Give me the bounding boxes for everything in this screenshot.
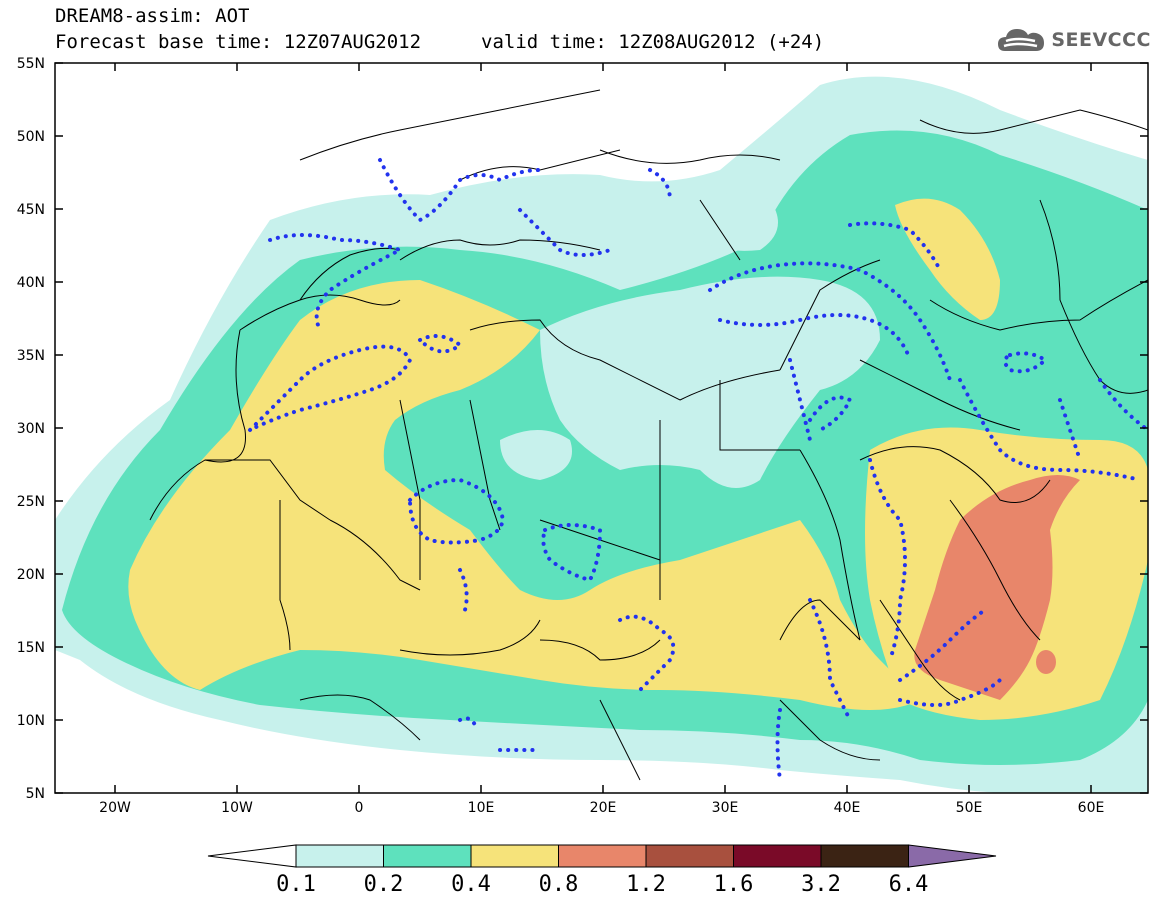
logo-text: SEEVCCC <box>1051 29 1151 51</box>
colorbar-label: 0.2 <box>364 872 404 897</box>
colorbar-label: 0.8 <box>539 872 579 897</box>
lon-label: 10E <box>468 800 495 816</box>
colorbar: 0.1 0.2 0.4 0.8 1.2 1.6 3.2 6.4 <box>207 844 997 897</box>
colorbar-label: 6.4 <box>889 872 929 897</box>
lat-label: 10N <box>17 713 45 729</box>
lat-label: 20N <box>17 567 45 583</box>
aot-band-0.8-spot <box>1036 650 1056 674</box>
lon-label: 10W <box>221 800 253 816</box>
forecast-times: Forecast base time: 12Z07AUG2012 valid ti… <box>55 31 824 53</box>
aot-band-0.4-sahara <box>128 280 921 710</box>
colorbar-swatch-1.6 <box>733 844 822 868</box>
lon-label: 20W <box>99 800 131 816</box>
lat-label: 25N <box>17 494 45 510</box>
axis-ticks <box>55 62 1148 794</box>
lat-label: 55N <box>17 56 45 72</box>
lon-label: 30E <box>712 800 739 816</box>
aot-band-0.1-inner-med <box>540 276 880 488</box>
lon-label: 20E <box>590 800 617 816</box>
aot-band-0.4-caspian <box>895 198 1000 320</box>
colorbar-swatch-0.8 <box>558 844 647 868</box>
colorbar-swatch-3.2 <box>820 844 909 868</box>
lon-label: 0 <box>355 800 364 816</box>
aot-band-0.1-inner-blacksea <box>690 192 778 251</box>
colorbar-label: 3.2 <box>801 872 841 897</box>
map-title: DREAM8-assim: AOT <box>55 5 250 27</box>
valid-time-label: valid time: 12Z08AUG2012 (+24) <box>481 31 825 53</box>
colorbar-label: 1.2 <box>626 872 666 897</box>
seevccc-logo: SEEVCCC <box>997 24 1151 56</box>
colorbar-label: 0.4 <box>451 872 491 897</box>
colorbar-swatch-0.4 <box>470 844 559 868</box>
longitude-labels: 20W 10W 0 10E 20E 30E 40E 50E 60E <box>99 800 1104 816</box>
aot-band-0.8 <box>914 475 1080 700</box>
lat-label: 45N <box>17 202 45 218</box>
lon-label: 50E <box>956 800 983 816</box>
colorbar-label: 0.1 <box>276 872 316 897</box>
latitude-labels: 55N 50N 45N 40N 35N 30N 25N 20N 15N 10N … <box>17 56 45 802</box>
colorbar-swatch-1.2 <box>645 844 734 868</box>
lon-label: 60E <box>1078 800 1105 816</box>
aot-band-0.1-inner-libya <box>500 430 572 480</box>
colorbar-low-arrow <box>207 844 297 868</box>
lon-label: 40E <box>834 800 861 816</box>
colorbar-swatch-0.2 <box>383 844 472 868</box>
lat-label: 5N <box>26 786 45 802</box>
colorbar-swatch-0.1 <box>295 844 384 868</box>
colorbar-high-arrow <box>908 844 997 868</box>
base-time-label: Forecast base time: 12Z07AUG2012 <box>55 31 422 53</box>
lat-label: 35N <box>17 348 45 364</box>
map-area <box>55 63 1148 793</box>
lat-label: 50N <box>17 129 45 145</box>
lat-label: 15N <box>17 640 45 656</box>
cloud-icon <box>998 29 1045 51</box>
colorbar-label: 1.6 <box>714 872 754 897</box>
lat-label: 40N <box>17 275 45 291</box>
dotted-contours <box>248 158 1148 782</box>
lat-label: 30N <box>17 421 45 437</box>
